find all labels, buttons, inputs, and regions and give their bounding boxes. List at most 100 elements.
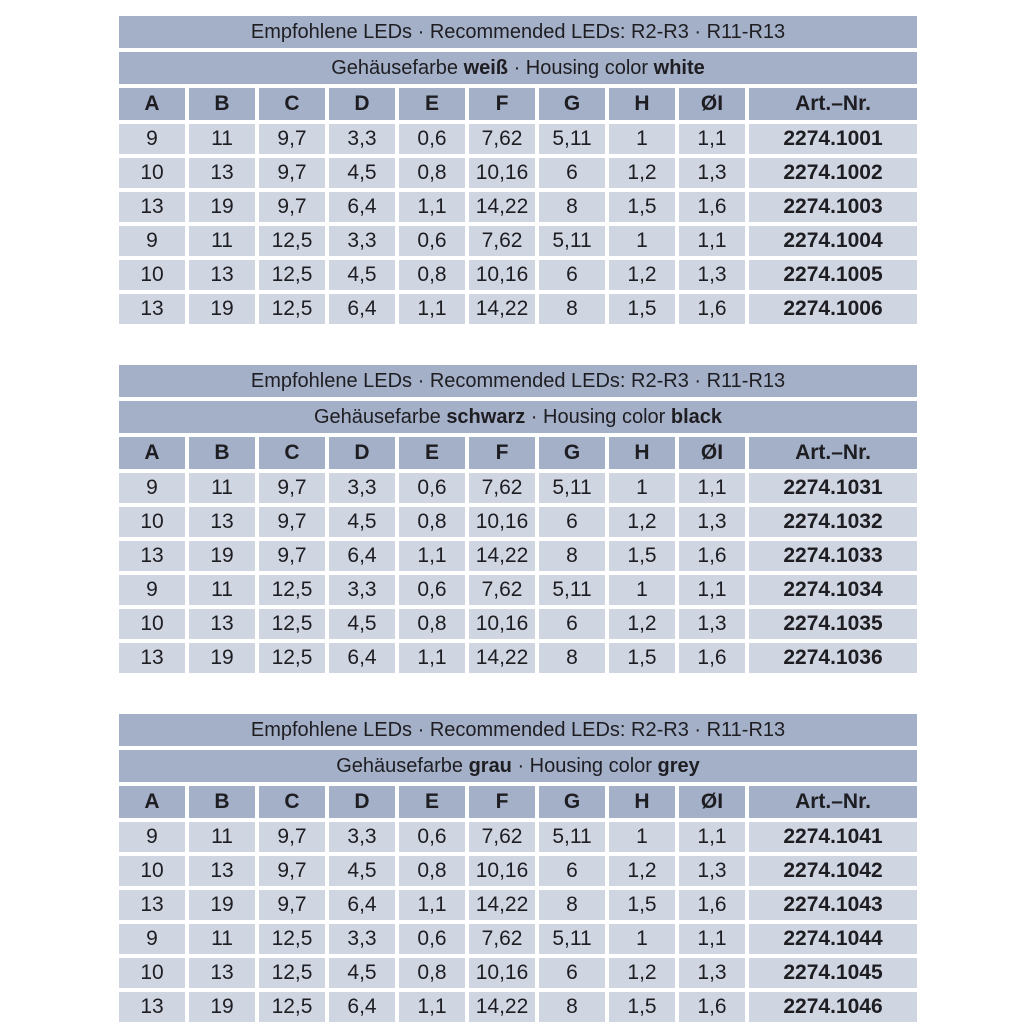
dimension-cell: 1,5 — [609, 294, 675, 324]
housing-color-subtitle: Gehäusefarbe schwarz · Housing color bla… — [119, 401, 918, 433]
subtitle-color-en: white — [653, 56, 705, 79]
dimension-cell: 9 — [119, 575, 185, 605]
dimension-cell: 6,4 — [329, 643, 395, 673]
dimension-cell: 1 — [609, 924, 675, 954]
dimension-cell: 12,5 — [259, 294, 325, 324]
art-nr-cell: 2274.1002 — [749, 158, 918, 188]
dimension-cell: 5,11 — [539, 822, 605, 852]
dimension-cell: 7,62 — [469, 575, 535, 605]
dimension-cell: 14,22 — [469, 890, 535, 920]
column-header-d: D — [329, 786, 395, 818]
dimension-cell: 1,2 — [609, 856, 675, 886]
dimension-cell: 8 — [539, 992, 605, 1022]
dimension-cell: 6 — [539, 507, 605, 537]
table-row: 9 11 9,7 3,3 0,6 7,62 5,11 1 1,1 2274.1041 — [119, 822, 918, 852]
table-title: Empfohlene LEDs · Recommended LEDs: R2-R… — [119, 714, 918, 746]
dimension-cell: 1,1 — [679, 575, 745, 605]
dimension-cell: 6 — [539, 856, 605, 886]
dimension-cell: 1,5 — [609, 890, 675, 920]
dimension-cell: 1,6 — [679, 541, 745, 571]
dimension-cell: 3,3 — [329, 473, 395, 503]
table-body: 9 11 9,7 3,3 0,6 7,62 5,11 1 1,1 2274.1031 10 13 9,7… — [119, 473, 918, 673]
dimension-cell: 12,5 — [259, 924, 325, 954]
dimension-cell: 5,11 — [539, 124, 605, 154]
dimension-cell: 13 — [119, 192, 185, 222]
dimension-cell: 13 — [119, 643, 185, 673]
dimension-cell: 1 — [609, 822, 675, 852]
table-title-row: Empfohlene LEDs · Recommended LEDs: R2-R… — [119, 365, 918, 397]
dimension-cell: 0,6 — [399, 575, 465, 605]
dimension-cell: 6 — [539, 609, 605, 639]
table-row: 9 11 12,5 3,3 0,6 7,62 5,11 1 1,1 2274.1034 — [119, 575, 918, 605]
dimension-cell: 7,62 — [469, 124, 535, 154]
dimension-cell: 6,4 — [329, 192, 395, 222]
art-nr-cell: 2274.1043 — [749, 890, 918, 920]
dimension-cell: 1,3 — [679, 158, 745, 188]
column-header-c: C — [259, 88, 325, 120]
art-nr-cell: 2274.1046 — [749, 992, 918, 1022]
subtitle-middle: · Housing color — [511, 754, 658, 777]
dimension-cell: 1 — [609, 226, 675, 256]
dimension-cell: 11 — [189, 124, 255, 154]
dimension-cell: 1,5 — [609, 541, 675, 571]
table-row: 9 11 9,7 3,3 0,6 7,62 5,11 1 1,1 2274.1001 — [119, 124, 918, 154]
dimension-cell: 0,8 — [399, 958, 465, 988]
dimension-cell: 12,5 — [259, 260, 325, 290]
dimension-cell: 1,3 — [679, 260, 745, 290]
dimension-cell: 1,1 — [679, 473, 745, 503]
dimension-cell: 1,3 — [679, 958, 745, 988]
dimension-cell: 0,8 — [399, 158, 465, 188]
dimension-cell: 1,3 — [679, 856, 745, 886]
table-title-row: Empfohlene LEDs · Recommended LEDs: R2-R… — [119, 714, 918, 746]
dimension-cell: 10,16 — [469, 856, 535, 886]
dimension-cell: 19 — [189, 643, 255, 673]
dimension-cell: 12,5 — [259, 992, 325, 1022]
dimension-cell: 0,6 — [399, 226, 465, 256]
table-row: 13 19 12,5 6,4 1,1 14,22 8 1,5 1,6 2274.1046 — [119, 992, 918, 1022]
dimension-cell: 13 — [189, 958, 255, 988]
dimension-cell: 4,5 — [329, 158, 395, 188]
led-spec-table-black: Empfohlene LEDs · Recommended LEDs: R2-R… — [115, 361, 921, 677]
dimension-cell: 14,22 — [469, 992, 535, 1022]
column-header-c: C — [259, 786, 325, 818]
subtitle-middle: · Housing color — [525, 405, 671, 428]
dimension-cell: 8 — [539, 294, 605, 324]
dimension-cell: 0,6 — [399, 124, 465, 154]
dimension-cell: 10,16 — [469, 609, 535, 639]
art-nr-cell: 2274.1005 — [749, 260, 918, 290]
dimension-cell: 1 — [609, 473, 675, 503]
dimension-cell: 0,8 — [399, 507, 465, 537]
dimension-cell: 7,62 — [469, 226, 535, 256]
catalog-page: Empfohlene LEDs · Recommended LEDs: R2-R… — [115, 12, 918, 1024]
dimension-cell: 1,1 — [679, 924, 745, 954]
art-nr-cell: 2274.1032 — [749, 507, 918, 537]
table-row: 10 13 9,7 4,5 0,8 10,16 6 1,2 1,3 2274.1032 — [119, 507, 918, 537]
dimension-cell: 6 — [539, 958, 605, 988]
dimension-cell: 14,22 — [469, 294, 535, 324]
dimension-cell: 19 — [189, 992, 255, 1022]
dimension-cell: 0,6 — [399, 924, 465, 954]
subtitle-prefix: Gehäusefarbe — [336, 754, 469, 777]
column-header-row: A B C D E F G H ØI Art.–Nr. — [119, 88, 918, 120]
column-header-a: A — [119, 88, 185, 120]
dimension-cell: 5,11 — [539, 924, 605, 954]
table-row: 9 11 9,7 3,3 0,6 7,62 5,11 1 1,1 2274.1031 — [119, 473, 918, 503]
dimension-cell: 11 — [189, 924, 255, 954]
dimension-cell: 3,3 — [329, 924, 395, 954]
table-row: 9 11 12,5 3,3 0,6 7,62 5,11 1 1,1 2274.1004 — [119, 226, 918, 256]
art-nr-cell: 2274.1031 — [749, 473, 918, 503]
column-header-i: ØI — [679, 437, 745, 469]
art-nr-cell: 2274.1045 — [749, 958, 918, 988]
dimension-cell: 9,7 — [259, 158, 325, 188]
dimension-cell: 0,6 — [399, 473, 465, 503]
art-nr-cell: 2274.1033 — [749, 541, 918, 571]
subtitle-middle: · Housing color — [508, 56, 654, 79]
dimension-cell: 1 — [609, 124, 675, 154]
dimension-cell: 12,5 — [259, 609, 325, 639]
dimension-cell: 13 — [189, 856, 255, 886]
dimension-cell: 10 — [119, 958, 185, 988]
dimension-cell: 1,5 — [609, 992, 675, 1022]
dimension-cell: 19 — [189, 890, 255, 920]
column-header-artnr: Art.–Nr. — [749, 437, 918, 469]
dimension-cell: 7,62 — [469, 822, 535, 852]
